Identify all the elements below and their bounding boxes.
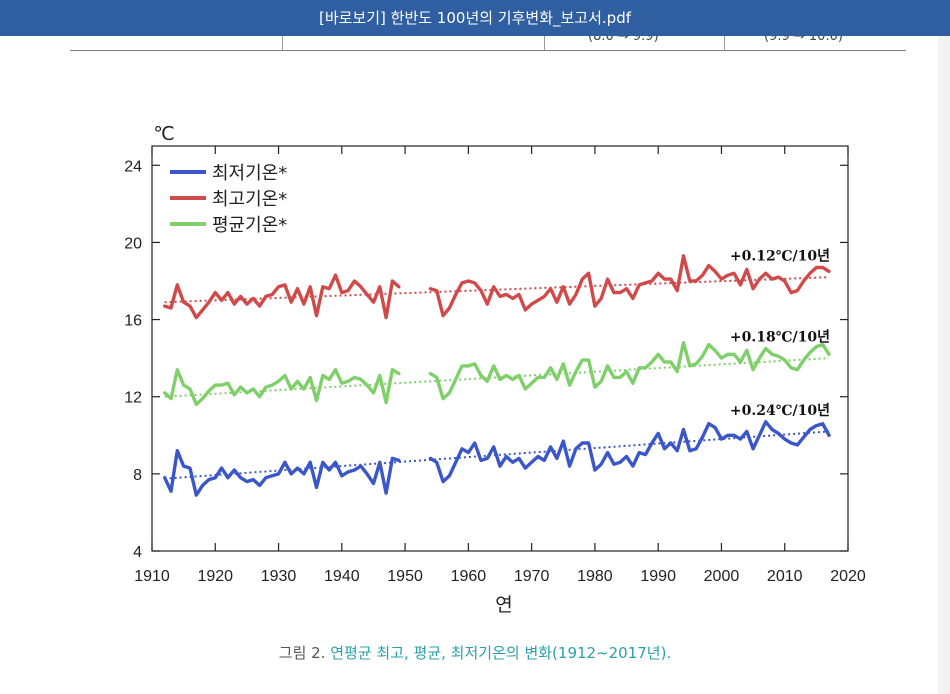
y-axis-label: ℃ [153,124,174,145]
window-title: [바로보기] 한반도 100년의 기후변화_보고서.pdf [0,0,950,36]
y-tick-label: 4 [133,544,142,561]
table-cell: (8.0 → 9.9) [588,36,659,44]
x-tick-label: 1950 [387,568,423,585]
x-tick-label: 1980 [577,568,613,585]
previous-table-fragment: (8.0 → 9.9) (9.9 → 10.0) [70,36,906,51]
x-tick-label: 1990 [640,568,676,585]
x-axis-label: 연 [495,594,512,616]
y-tick-label: 16 [124,313,142,330]
legend-label: 최저기온* [212,163,287,184]
trend-label: +0.12℃/10년 [730,249,830,265]
caption-text: 연평균 최고, 평균, 최저기온의 변화(1912∼2017년). [330,644,672,662]
figure-caption: 그림 2. 연평균 최고, 평균, 최저기온의 변화(1912∼2017년). [0,642,950,663]
x-tick-label: 1940 [324,568,360,585]
x-tick-label: 2010 [767,568,803,585]
x-tick-label: 1920 [197,568,233,585]
y-tick-label: 24 [124,158,142,175]
series-line [428,254,831,318]
y-tick-label: 8 [133,467,142,484]
legend-label: 최고기온* [212,189,287,210]
trend-line [164,276,830,304]
table-cell: (9.9 → 10.0) [764,36,843,44]
x-tick-label: 1910 [134,568,170,585]
series-line [163,449,401,497]
plot-frame [151,145,849,552]
x-tick-label: 1930 [261,568,297,585]
trend-label: +0.24℃/10년 [730,403,830,419]
x-tick-label: 2020 [830,568,866,585]
series-line [428,420,831,484]
trend-line [164,430,830,480]
y-tick-label: 20 [124,235,142,252]
table-divider [544,36,545,50]
series-line [163,273,401,320]
series-line [163,368,401,407]
series-line [428,341,831,401]
x-tick-label: 1970 [514,568,550,585]
table-divider [282,36,283,50]
y-tick-label: 12 [124,390,142,407]
x-tick-label: 1960 [451,568,487,585]
trend-label: +0.18℃/10년 [730,330,830,346]
table-divider [724,36,725,50]
temperature-chart: 4 8 12 16 20 24 1910 1920 1930 1940 1950 1960 1970 19… [124,124,866,616]
vertical-scrollbar[interactable] [938,36,950,694]
caption-prefix: 그림 2. [278,644,326,662]
legend-label: 평균기온* [212,215,287,236]
trend-line [164,357,830,398]
x-tick-label: 2000 [704,568,740,585]
